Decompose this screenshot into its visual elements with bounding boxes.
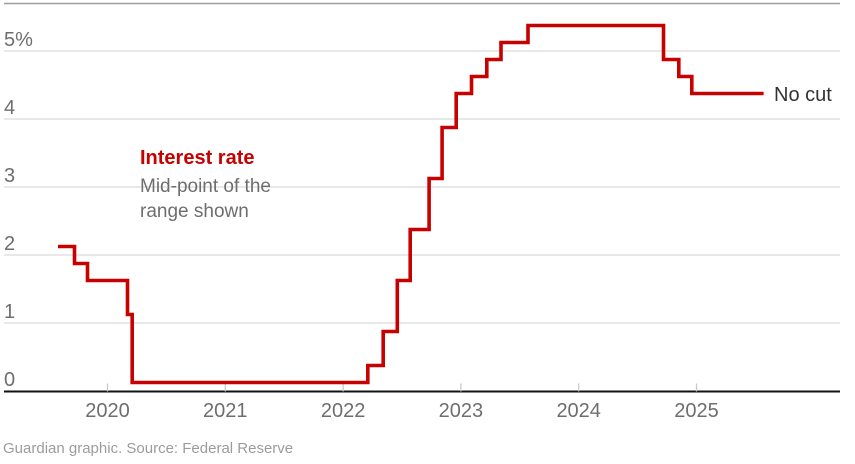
source-credit: Guardian graphic. Source: Federal Reserv… <box>3 440 294 457</box>
y-axis-label-4: 4 <box>4 97 15 119</box>
y-axis-label-2: 2 <box>4 233 15 255</box>
chart-title: Interest rate <box>140 147 255 169</box>
x-axis-label-2025: 2025 <box>674 400 719 422</box>
chart-subtitle-line-2: range shown <box>140 201 249 222</box>
interest-rate-step-line <box>58 23 764 385</box>
x-axis-label-2023: 2023 <box>439 400 484 422</box>
x-axis-label-2024: 2024 <box>556 400 601 422</box>
step-line-chart: 0 1 2 3 4 5% 2020 2021 2022 2023 2024 2025 <box>4 2 840 422</box>
y-axis-label-3: 3 <box>4 165 15 187</box>
y-axis-label-0: 0 <box>4 369 15 391</box>
y-axis-label-5%: 5% <box>4 29 33 51</box>
x-axis-label-2021: 2021 <box>203 400 248 422</box>
chart-subtitle: Mid-point of the range shown <box>140 174 271 224</box>
chart-subtitle-line-1: Mid-point of the <box>140 176 271 197</box>
x-axis-label-2022: 2022 <box>321 400 366 422</box>
x-axis-label-2020: 2020 <box>85 400 130 422</box>
y-axis-label-1: 1 <box>4 301 15 323</box>
no-cut-label: No cut <box>774 84 832 106</box>
